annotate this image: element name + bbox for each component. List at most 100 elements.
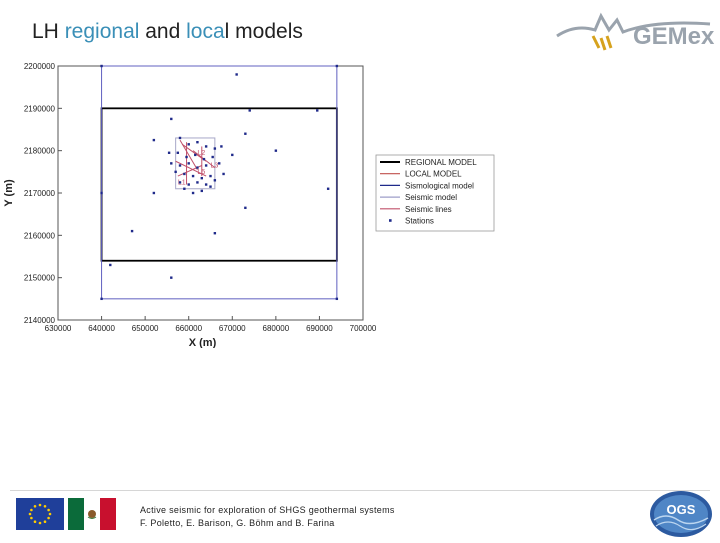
station-point: [196, 166, 199, 169]
station-point: [335, 297, 339, 301]
station-point: [316, 109, 319, 112]
y-tick-label: 2170000: [24, 189, 56, 198]
station-point: [100, 64, 103, 68]
title-text-local: loca: [186, 20, 225, 43]
legend-label-seismic-model: Seismic model: [405, 193, 457, 202]
station-point: [204, 164, 208, 167]
title-text-1: LH: [32, 20, 65, 43]
station-point: [185, 155, 188, 159]
station-point: [130, 229, 134, 233]
legend-label-stations: Stations: [405, 217, 434, 226]
station-point: [178, 164, 182, 167]
station-point: [196, 181, 199, 184]
y-tick-label: 2190000: [24, 104, 56, 113]
station-point: [335, 64, 339, 68]
legend-label-seismic-lines: Seismic lines: [405, 205, 452, 214]
seismic-line: [179, 139, 198, 170]
gemex-logo-text: GEMex: [633, 23, 715, 50]
station-point: [274, 149, 278, 152]
ogs-logo: OGS: [648, 490, 714, 538]
x-tick-label: 640000: [88, 324, 115, 333]
ogs-logo-text: OGS: [667, 502, 696, 517]
station-point: [178, 181, 182, 184]
title-text-regional: regional: [64, 20, 140, 43]
station-point: [167, 151, 171, 154]
seismic-line: [175, 160, 207, 177]
station-point: [248, 109, 251, 112]
y-tick-label: 2200000: [24, 62, 56, 71]
seismic-line-label: L5: [197, 169, 205, 176]
station-point: [326, 187, 330, 190]
legend-box: [375, 154, 495, 232]
station-point: [244, 206, 247, 210]
station-point: [222, 172, 225, 176]
station-point: [187, 162, 190, 165]
eu-flag-icon: [16, 498, 64, 530]
station-point: [176, 151, 180, 154]
x-tick-label: 690000: [306, 324, 333, 333]
seismic-line-label: L2: [197, 150, 205, 157]
legend-label-local-model: LOCAL MODEL: [405, 170, 462, 179]
station-point: [187, 143, 190, 146]
station-point: [235, 73, 238, 76]
title-text-3: l models: [224, 20, 303, 43]
station-point: [220, 145, 223, 148]
ogs-logo-graphic: OGS: [650, 491, 712, 537]
x-tick-label: 650000: [132, 324, 159, 333]
station-point: [100, 297, 103, 301]
scatter-chart: 630000 640000 650000 660000 670000 680000 6900…: [3, 62, 495, 348]
station-point: [213, 179, 217, 182]
y-tick-label: 2140000: [24, 316, 56, 325]
station-point: [213, 232, 217, 235]
station-point: [170, 276, 173, 279]
station-point: [183, 187, 186, 190]
station-point: [191, 174, 195, 178]
station-point: [213, 147, 217, 150]
regional-model-rect: [100, 107, 338, 262]
y-tick-label: 2160000: [24, 231, 56, 240]
station-point: [170, 117, 173, 121]
station-point: [204, 145, 208, 148]
seismic-line-label: L1: [178, 180, 186, 187]
title-text-2: and: [139, 20, 187, 43]
legend-swatch-stations: [389, 219, 392, 222]
footer-text: Active seismic for exploration of SHGS g…: [140, 504, 395, 530]
x-tick-label: 630000: [45, 324, 72, 333]
station-point: [244, 132, 247, 135]
slide-title: LH regional and local models: [32, 20, 303, 44]
seismic-model-rect: [175, 137, 216, 190]
station-point: [200, 176, 203, 180]
x-tick-label: 660000: [175, 324, 202, 333]
footer-line-1: Active seismic for exploration of SHGS g…: [140, 505, 395, 515]
y-tick-label: 2150000: [24, 274, 56, 283]
station-point: [191, 191, 195, 195]
sismological-model-rect: [101, 65, 338, 300]
gemex-logo-graphic: [556, 12, 711, 51]
station-point: [170, 162, 173, 165]
station-point: [178, 136, 182, 140]
y-axis-label: Y (m): [3, 179, 15, 207]
footer-line-2: F. Poletto, E. Barison, G. Böhm and B. F…: [140, 518, 335, 528]
station-point: [174, 170, 177, 174]
footer-divider: [10, 490, 710, 491]
x-tick-label: 680000: [263, 324, 290, 333]
legend-label-sismological-model: Sismological model: [405, 181, 474, 190]
station-point: [109, 263, 112, 267]
station-point: [152, 138, 156, 142]
legend-label-regional-model: REGIONAL MODEL: [405, 158, 477, 167]
x-axis-label: X (m): [189, 337, 217, 348]
mexico-flag-icon: [68, 498, 116, 530]
plot-area: 630000 640000 650000 660000 670000 680000 6900…: [3, 62, 495, 348]
x-tick-label: 670000: [219, 324, 246, 333]
station-point: [209, 174, 212, 178]
station-point: [183, 172, 186, 176]
seismic-line-label: L3: [211, 163, 219, 170]
station-point: [209, 185, 212, 188]
station-point: [202, 157, 206, 161]
station-point: [204, 183, 208, 186]
plot-frame: [57, 65, 364, 321]
station-point: [218, 162, 221, 165]
station-point: [187, 183, 190, 186]
station-point: [231, 153, 234, 157]
station-point: [211, 155, 214, 159]
